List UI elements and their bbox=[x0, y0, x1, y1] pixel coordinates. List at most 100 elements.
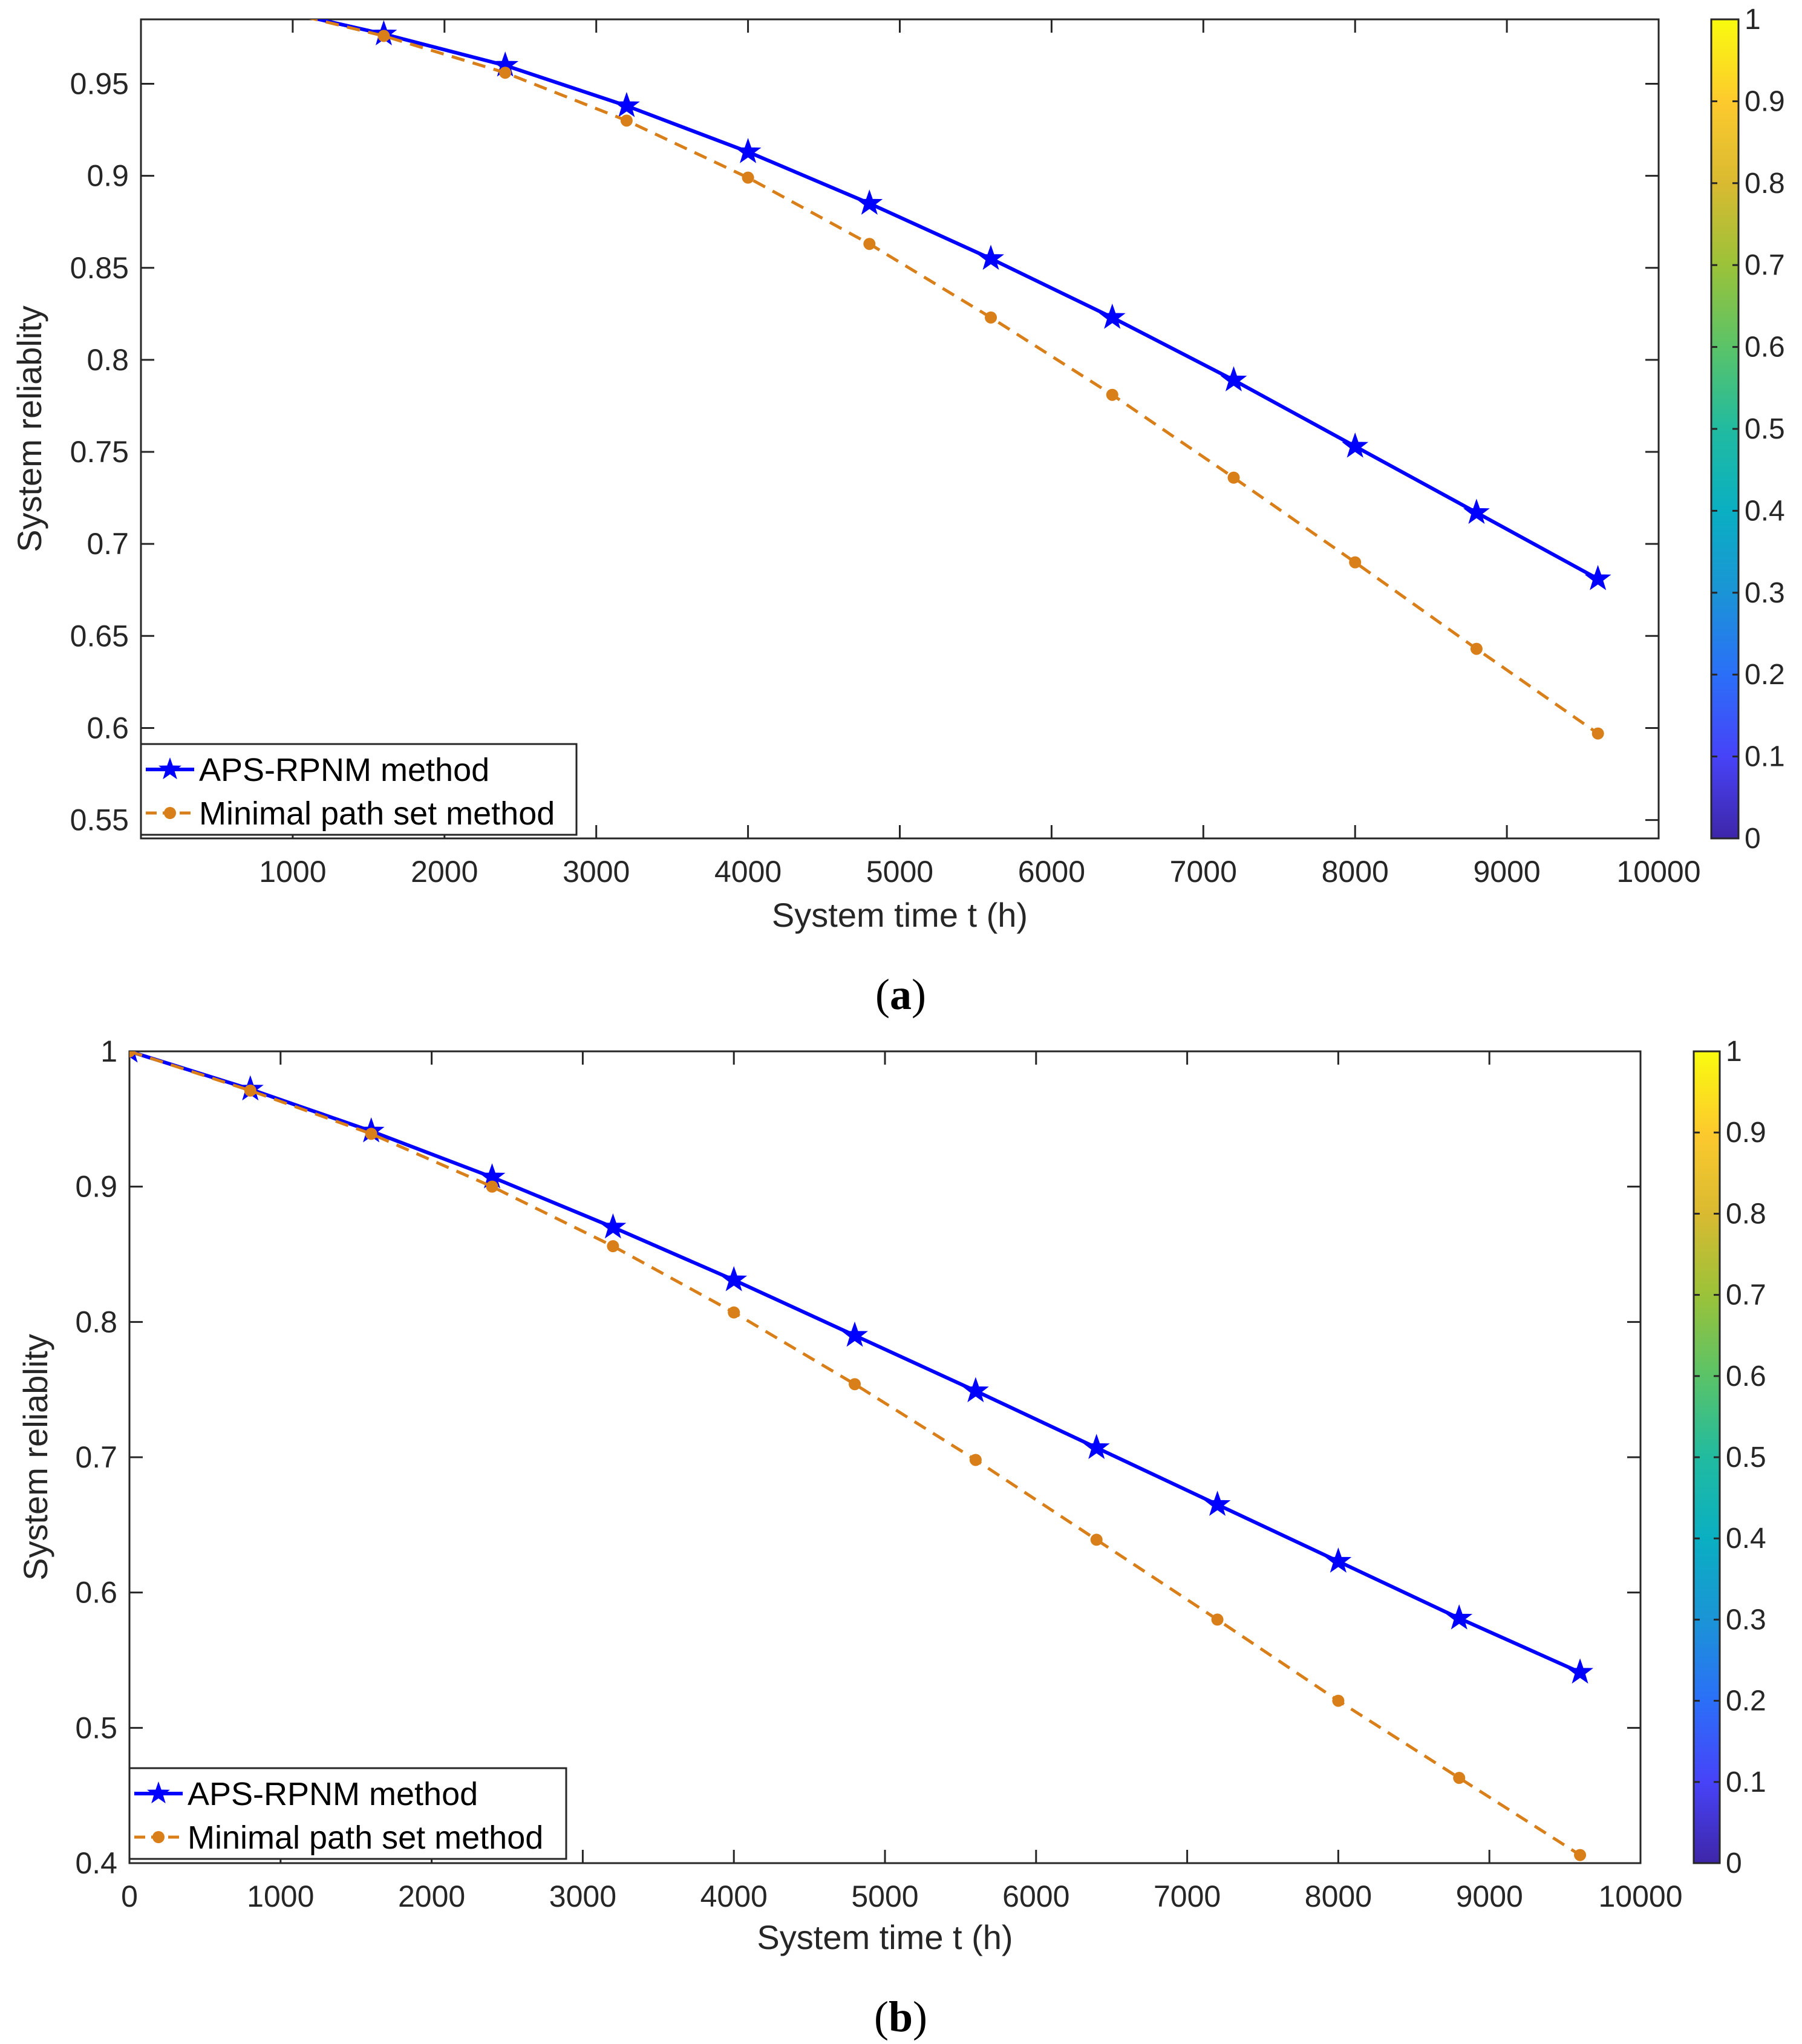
data-point-aps-rpnm bbox=[1204, 1491, 1231, 1516]
chart-panel-a: 1000 2000 3000 4000 5000 6000 7000 8000 9000 1000… bbox=[10, 0, 1785, 1019]
x-tick-label: 7000 bbox=[1154, 1879, 1221, 1913]
x-tick-label: 4000 bbox=[714, 855, 782, 889]
y-tick-label: 0.9 bbox=[87, 159, 129, 193]
legend-label: APS-RPNM method bbox=[199, 752, 489, 788]
data-point-minimal-path-set bbox=[607, 1240, 619, 1253]
caption-close: ) bbox=[913, 1993, 927, 2041]
legend-box bbox=[140, 743, 578, 836]
x-tick-label: 6000 bbox=[1002, 1879, 1069, 1913]
x-tick-label: 3000 bbox=[563, 855, 630, 889]
x-tick-label: 6000 bbox=[1018, 855, 1085, 889]
colorbar-tick-label: 0.7 bbox=[1745, 249, 1785, 281]
legend-box bbox=[128, 1767, 567, 1860]
x-tick-label: 3000 bbox=[549, 1879, 616, 1913]
data-point-minimal-path-set bbox=[1227, 471, 1240, 484]
data-point-minimal-path-set bbox=[244, 1084, 256, 1097]
data-point-aps-rpnm bbox=[841, 1321, 868, 1347]
series-line-aps-rpnm bbox=[310, 19, 1599, 581]
y-tick-label: 0.8 bbox=[75, 1305, 117, 1339]
data-point-minimal-path-set bbox=[1453, 1772, 1466, 1784]
y-tick-label: 0.65 bbox=[70, 619, 129, 653]
data-point-minimal-path-set bbox=[1349, 556, 1362, 569]
legend-star-icon bbox=[147, 1781, 170, 1804]
data-point-minimal-path-set bbox=[1211, 1613, 1224, 1626]
panel-caption: (b) bbox=[874, 1993, 927, 2041]
data-point-minimal-path-set bbox=[620, 114, 633, 127]
colorbar-tick-label: 0.6 bbox=[1745, 331, 1785, 364]
data-point-minimal-path-set bbox=[486, 1180, 498, 1193]
y-tick-label: 0.7 bbox=[87, 527, 129, 561]
colorbar-tick-label: 0.5 bbox=[1726, 1442, 1766, 1474]
x-axis-label: System time t (h) bbox=[757, 1918, 1013, 1956]
data-point-aps-rpnm bbox=[613, 91, 640, 117]
data-point-aps-rpnm bbox=[1099, 303, 1126, 329]
colorbar-tick-label: 0 bbox=[1726, 1847, 1742, 1879]
plot-area bbox=[140, 18, 1660, 840]
x-tick-label: 7000 bbox=[1170, 855, 1237, 889]
colorbar-tick-label: 0.7 bbox=[1726, 1279, 1766, 1311]
data-point-minimal-path-set bbox=[1591, 727, 1604, 740]
colorbar-tick-label: 0.2 bbox=[1726, 1685, 1766, 1717]
x-tick-label: 10000 bbox=[1598, 1879, 1682, 1913]
colorbar-tick-label: 0.5 bbox=[1745, 413, 1785, 445]
y-tick-label: 0.95 bbox=[70, 67, 129, 100]
data-point-minimal-path-set bbox=[1332, 1694, 1345, 1707]
x-tick-label: 10000 bbox=[1616, 855, 1700, 889]
data-point-aps-rpnm bbox=[599, 1213, 627, 1239]
x-tick-label: 4000 bbox=[700, 1879, 768, 1913]
colorbar: 0 0.1 0.2 0.3 0.4 0.5 0.6 0.7 0.8 0.9 1 bbox=[1710, 4, 1785, 855]
legend-label: Minimal path set method bbox=[188, 1820, 543, 1856]
legend: APS-RPNM method Minimal path set method bbox=[140, 743, 578, 836]
legend-circle-icon bbox=[164, 807, 176, 819]
data-point-minimal-path-set bbox=[969, 1454, 982, 1466]
y-tick-label: 0.6 bbox=[75, 1576, 117, 1610]
data-point-minimal-path-set bbox=[863, 238, 876, 250]
caption-open: ( bbox=[875, 970, 890, 1019]
x-tick-label: 2000 bbox=[411, 855, 478, 889]
data-point-aps-rpnm bbox=[1342, 432, 1369, 458]
data-point-minimal-path-set bbox=[377, 30, 390, 42]
x-tick-label: 8000 bbox=[1322, 855, 1389, 889]
x-tick-label: 9000 bbox=[1473, 855, 1540, 889]
x-tick-label: 8000 bbox=[1305, 1879, 1372, 1913]
data-point-aps-rpnm bbox=[1325, 1547, 1352, 1573]
y-tick-label: 0.5 bbox=[75, 1711, 117, 1745]
x-tick-label: 1000 bbox=[247, 1879, 314, 1913]
x-tick-label: 1000 bbox=[259, 855, 326, 889]
data-point-aps-rpnm bbox=[734, 138, 762, 163]
data-point-aps-rpnm bbox=[1220, 366, 1247, 391]
data-point-minimal-path-set bbox=[365, 1128, 377, 1140]
data-point-minimal-path-set bbox=[849, 1378, 861, 1391]
series-line-aps-rpnm bbox=[129, 1051, 1581, 1674]
colorbar-tick-label: 0.1 bbox=[1745, 741, 1785, 773]
colorbar-tick-label: 0.2 bbox=[1745, 659, 1785, 691]
y-tick-label: 0.9 bbox=[75, 1170, 117, 1204]
x-tick-label: 2000 bbox=[398, 1879, 465, 1913]
data-point-minimal-path-set bbox=[985, 311, 997, 324]
data-point-aps-rpnm bbox=[251, 0, 274, 16]
x-tick-label: 0 bbox=[121, 1879, 138, 1913]
data-point-aps-rpnm bbox=[978, 244, 1005, 270]
data-point-aps-rpnm bbox=[1463, 498, 1490, 524]
colorbar-tick-label: 0.4 bbox=[1745, 495, 1785, 527]
series-line-minimal-path-set bbox=[308, 19, 1599, 735]
y-tick-label: 0.6 bbox=[87, 711, 129, 745]
data-point-aps-rpnm bbox=[1446, 1604, 1473, 1630]
series-line-minimal-path-set bbox=[129, 1051, 1581, 1856]
y-tick-label: 0.4 bbox=[75, 1846, 117, 1880]
legend-label: Minimal path set method bbox=[199, 795, 555, 832]
data-point-minimal-path-set bbox=[1106, 388, 1118, 401]
caption-letter: b bbox=[889, 1993, 913, 2041]
caption-letter: a bbox=[890, 970, 912, 1019]
data-point-aps-rpnm bbox=[1584, 564, 1611, 590]
data-point-minimal-path-set bbox=[1090, 1533, 1103, 1546]
legend-label: APS-RPNM method bbox=[188, 1776, 478, 1812]
colorbar-tick-label: 1 bbox=[1726, 1036, 1742, 1068]
colorbar-tick-label: 0.9 bbox=[1745, 85, 1785, 117]
colorbar-tick-label: 0.8 bbox=[1726, 1198, 1766, 1230]
x-tick-label: 5000 bbox=[866, 855, 933, 889]
data-point-aps-rpnm bbox=[856, 189, 883, 215]
colorbar-tick-label: 0.4 bbox=[1726, 1523, 1766, 1555]
data-point-minimal-path-set bbox=[129, 1051, 135, 1057]
colorbar-tick-label: 0.3 bbox=[1726, 1604, 1766, 1636]
